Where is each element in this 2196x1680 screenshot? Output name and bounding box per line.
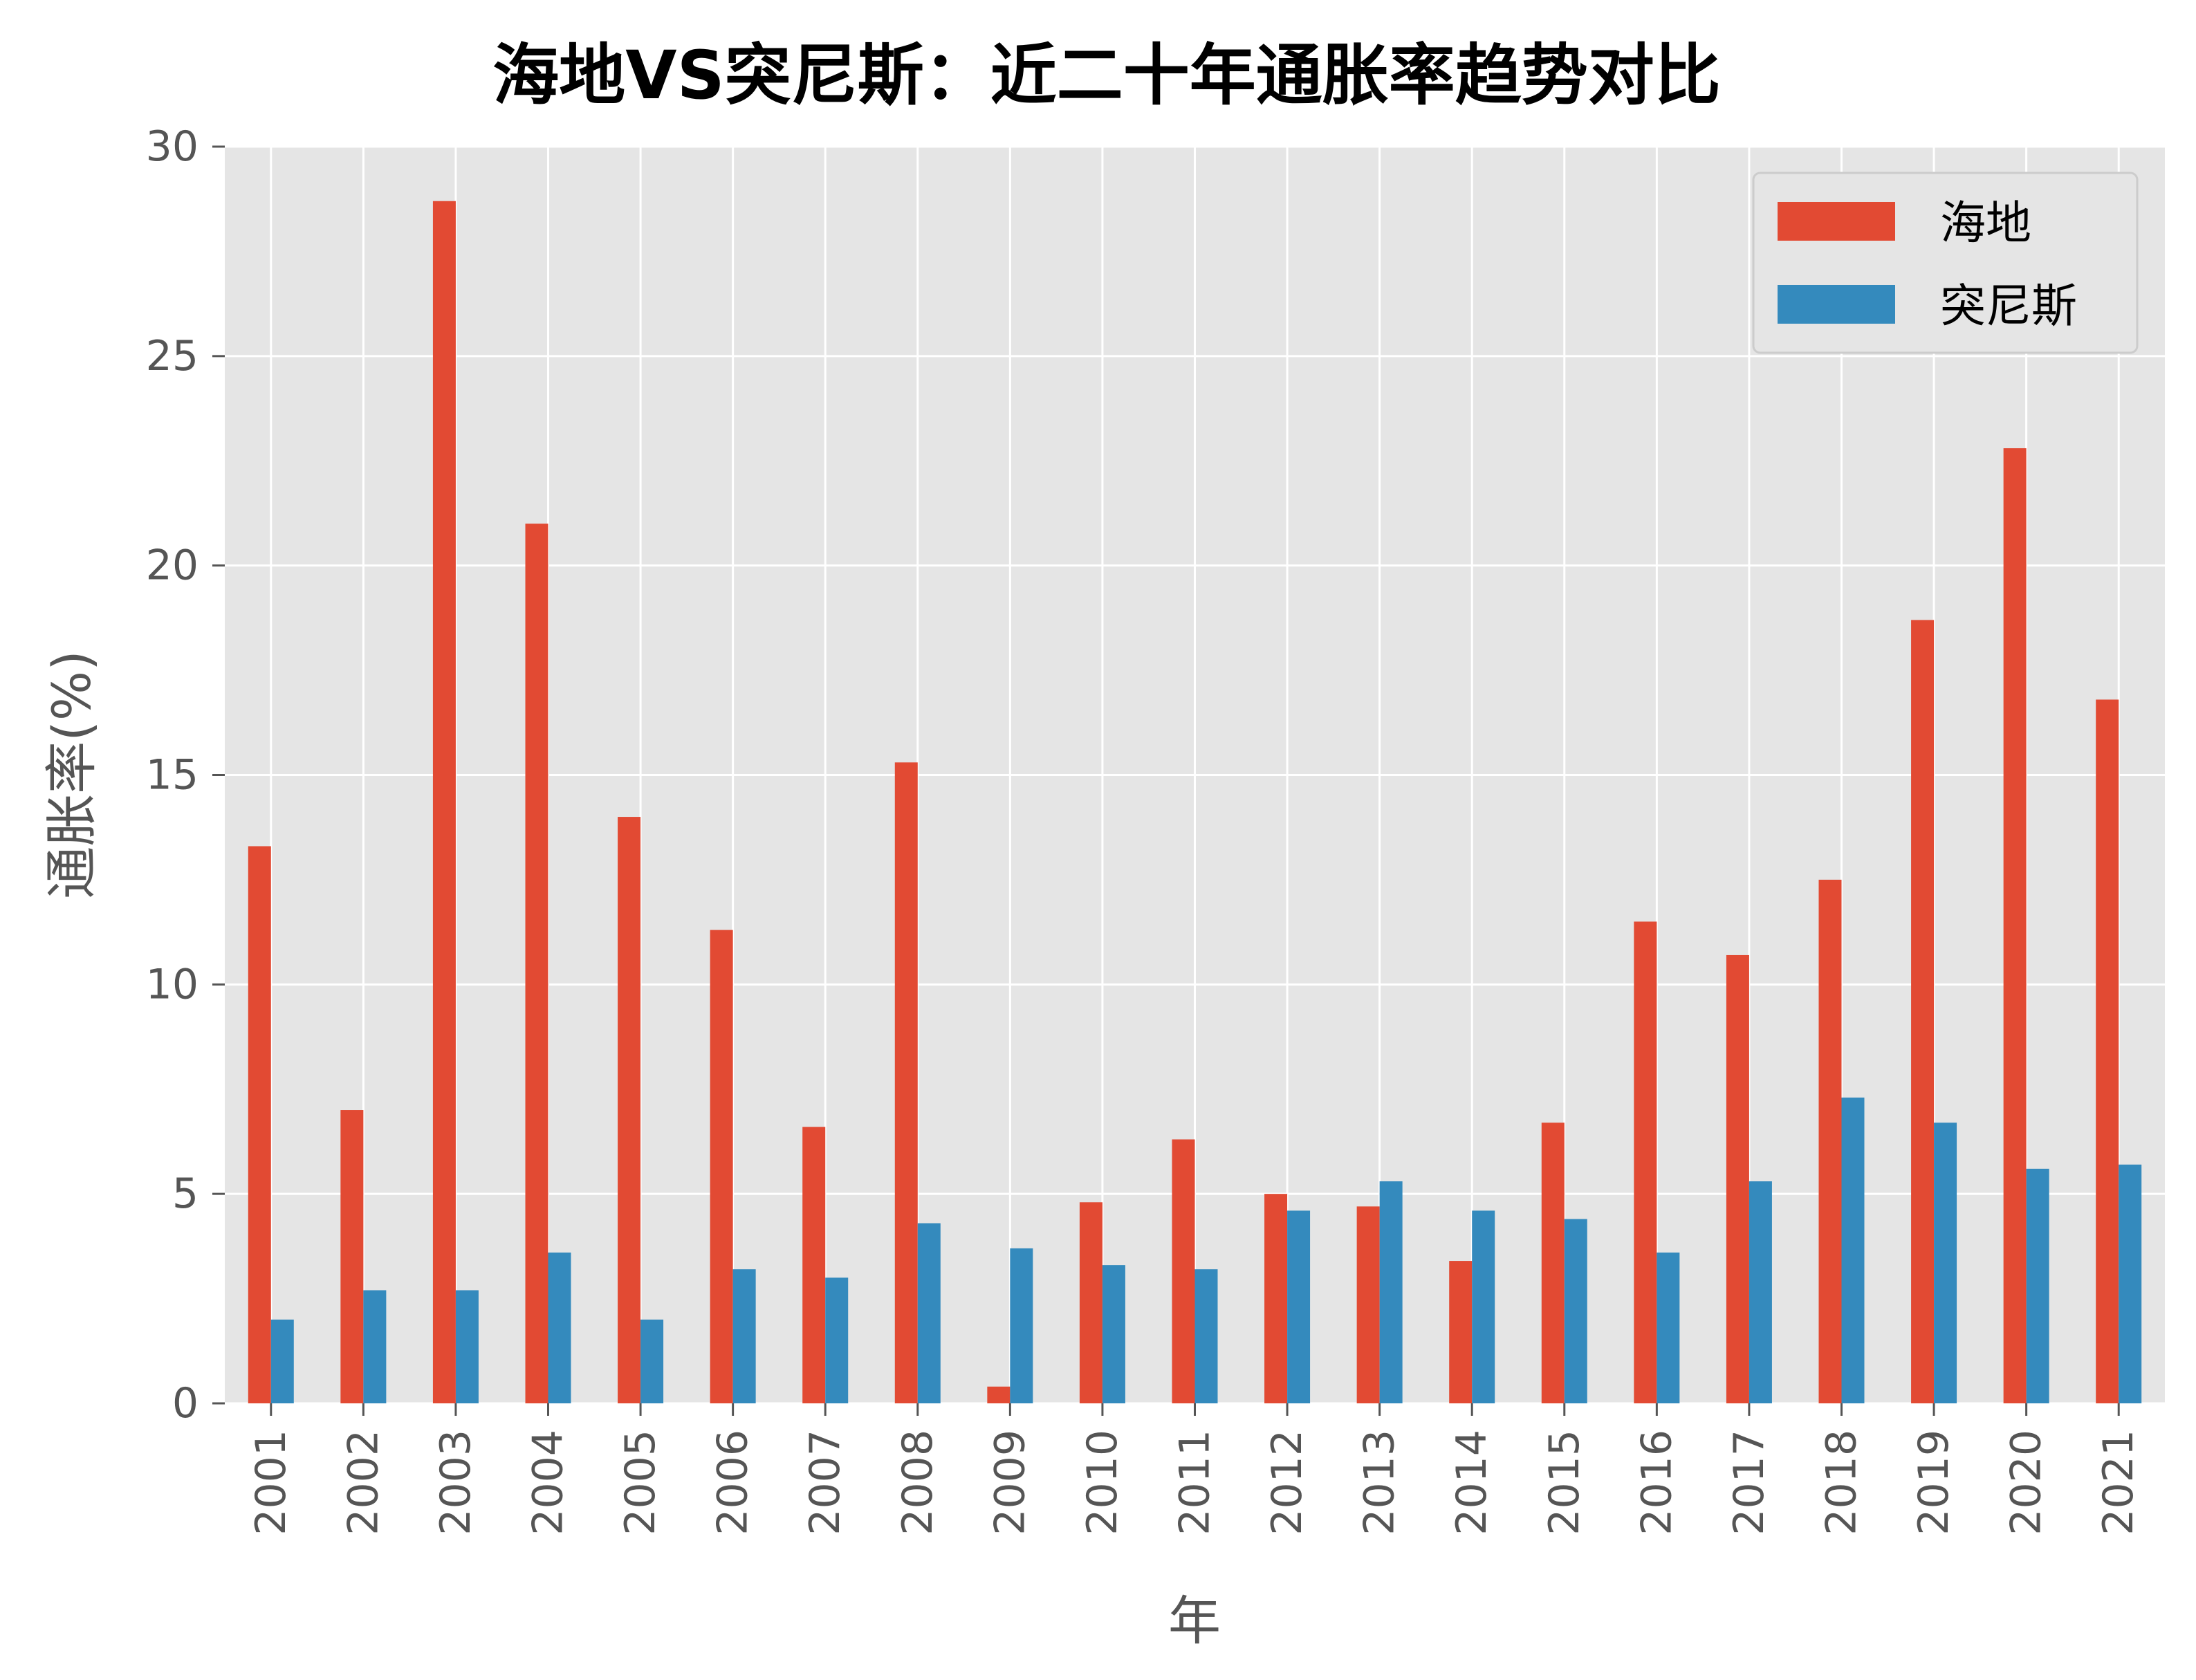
bar-haiti-2020 [2003, 448, 2027, 1403]
y-tick-label: 15 [146, 751, 199, 800]
bar-tunisia-2017 [1749, 1181, 1772, 1403]
x-tick-label: 2010 [1078, 1430, 1127, 1535]
bars [248, 201, 2142, 1403]
legend-swatch-tunisia [1778, 285, 1895, 324]
x-tick-label: 2018 [1818, 1430, 1866, 1535]
bar-tunisia-2013 [1379, 1181, 1403, 1403]
x-axis-label: 年 [1168, 1590, 1221, 1652]
x-tick-label: 2012 [1263, 1430, 1311, 1535]
bar-tunisia-2007 [825, 1277, 849, 1403]
bar-tunisia-2009 [1010, 1248, 1033, 1403]
bar-tunisia-2003 [455, 1290, 479, 1403]
x-tick-label: 2014 [1448, 1430, 1496, 1535]
chart-title: 海地VS突尼斯：近二十年通胀率趋势对比 [492, 37, 1720, 114]
bar-haiti-2005 [618, 817, 641, 1403]
bar-haiti-2014 [1449, 1261, 1473, 1403]
x-tick-label: 2002 [339, 1430, 387, 1535]
bar-haiti-2001 [248, 846, 271, 1403]
x-tick-label: 2019 [1910, 1430, 1958, 1535]
bar-tunisia-2014 [1472, 1210, 1495, 1403]
legend-swatch-haiti [1778, 202, 1895, 241]
x-tick-label: 2004 [524, 1430, 573, 1535]
legend-label-tunisia: 突尼斯 [1940, 279, 2077, 333]
x-tick-label: 2007 [801, 1430, 849, 1535]
y-tick-label: 0 [172, 1379, 199, 1428]
x-tick-label: 2011 [1171, 1430, 1219, 1535]
bar-tunisia-2018 [1841, 1097, 1865, 1403]
bar-haiti-2009 [987, 1386, 1011, 1403]
bar-tunisia-2011 [1194, 1269, 1218, 1403]
bar-tunisia-2019 [1934, 1123, 1957, 1403]
x-tick-label: 2016 [1632, 1430, 1681, 1535]
legend: 海地 突尼斯 [1752, 172, 2139, 354]
bar-tunisia-2005 [640, 1319, 664, 1403]
bar-haiti-2018 [1818, 879, 1842, 1403]
bar-haiti-2015 [1541, 1123, 1565, 1403]
y-axis-ticks: 0 5 10 15 20 25 30 [146, 122, 225, 1428]
x-tick-label: 2013 [1356, 1430, 1404, 1535]
x-tick-label: 2003 [432, 1430, 480, 1535]
bar-tunisia-2002 [363, 1290, 387, 1403]
x-tick-label: 2017 [1725, 1430, 1773, 1535]
y-tick-label: 25 [146, 332, 199, 380]
bar-haiti-2017 [1726, 954, 1749, 1403]
y-axis-label: 通胀率(%) [41, 650, 102, 899]
x-tick-label: 2021 [2094, 1430, 2143, 1535]
bar-tunisia-2021 [2119, 1164, 2142, 1403]
bar-tunisia-2012 [1287, 1210, 1311, 1403]
bar-tunisia-2010 [1102, 1265, 1125, 1403]
bar-haiti-2007 [802, 1127, 826, 1403]
x-tick-label: 2020 [2002, 1430, 2051, 1535]
bar-tunisia-2016 [1657, 1252, 1680, 1403]
bar-haiti-2002 [340, 1110, 364, 1403]
x-tick-label: 2009 [986, 1430, 1034, 1535]
y-tick-label: 20 [146, 542, 199, 590]
bar-haiti-2019 [1911, 620, 1935, 1403]
bar-tunisia-2008 [917, 1223, 941, 1403]
y-tick-label: 30 [146, 122, 199, 171]
x-axis-ticks: 2001 2002 2003 2004 2005 2006 2007 2008 2009 2010… [247, 1403, 2143, 1535]
bar-tunisia-2004 [548, 1252, 571, 1403]
x-tick-label: 2008 [894, 1430, 942, 1535]
bar-haiti-2016 [1634, 921, 1657, 1403]
bar-haiti-2013 [1356, 1206, 1380, 1403]
x-tick-label: 2001 [247, 1430, 295, 1535]
bar-haiti-2006 [710, 930, 733, 1403]
bar-haiti-2011 [1172, 1139, 1195, 1403]
x-tick-label: 2005 [616, 1430, 665, 1535]
x-tick-label: 2006 [709, 1430, 757, 1535]
bar-tunisia-2015 [1564, 1219, 1587, 1403]
bar-tunisia-2001 [270, 1319, 294, 1403]
bar-tunisia-2006 [732, 1269, 756, 1403]
legend-label-haiti: 海地 [1940, 196, 2031, 250]
bar-haiti-2003 [432, 201, 456, 1403]
y-tick-label: 5 [172, 1170, 199, 1218]
bar-tunisia-2020 [2026, 1168, 2049, 1403]
bar-haiti-2012 [1264, 1194, 1288, 1403]
bar-haiti-2004 [525, 524, 548, 1403]
bar-haiti-2008 [894, 762, 918, 1403]
bar-haiti-2021 [2096, 699, 2119, 1403]
y-tick-label: 10 [146, 960, 199, 1008]
bar-haiti-2010 [1079, 1202, 1102, 1403]
x-tick-label: 2015 [1540, 1430, 1589, 1535]
